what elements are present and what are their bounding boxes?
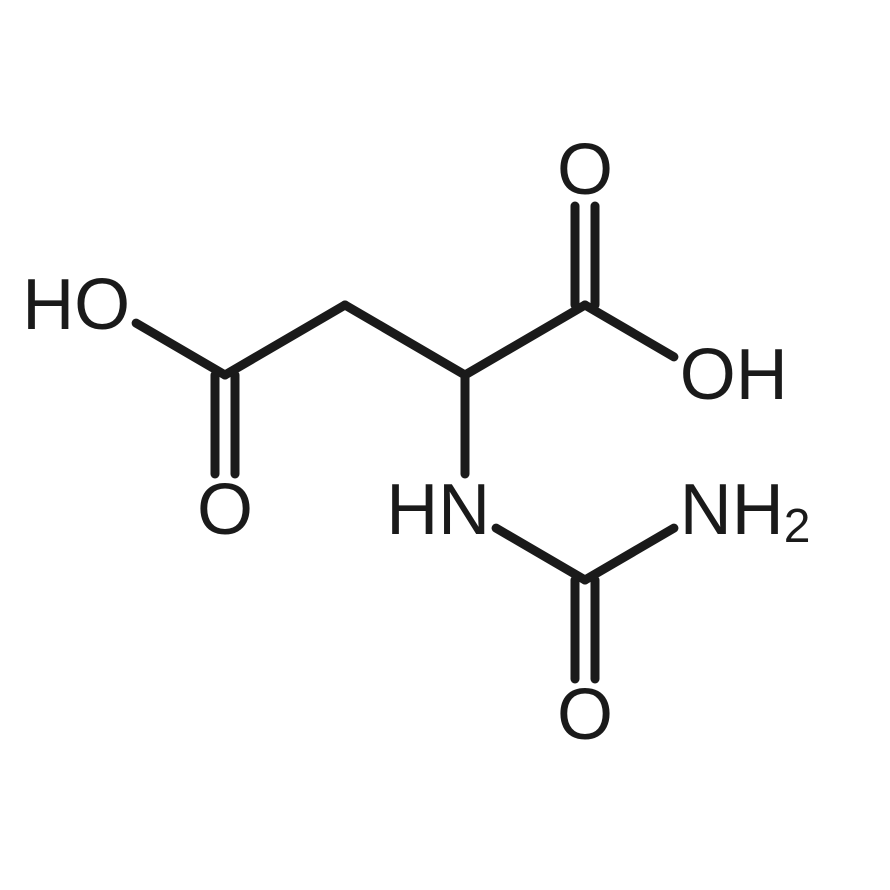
atom-label-od2: O (557, 130, 613, 210)
atom-labels-layer: HO O O OH HN O NH2 (22, 130, 810, 755)
atom-label-nh2: NH2 (680, 470, 811, 552)
atom-label-od3: O (557, 675, 613, 755)
molecule-diagram: HO O O OH HN O NH2 (0, 0, 890, 890)
bonds-layer (136, 206, 674, 679)
atom-label-od1: O (197, 470, 253, 550)
atom-label-ho1: HO (22, 265, 130, 345)
atom-label-oh2: OH (680, 335, 788, 415)
atom-label-n1: HN (386, 470, 490, 550)
